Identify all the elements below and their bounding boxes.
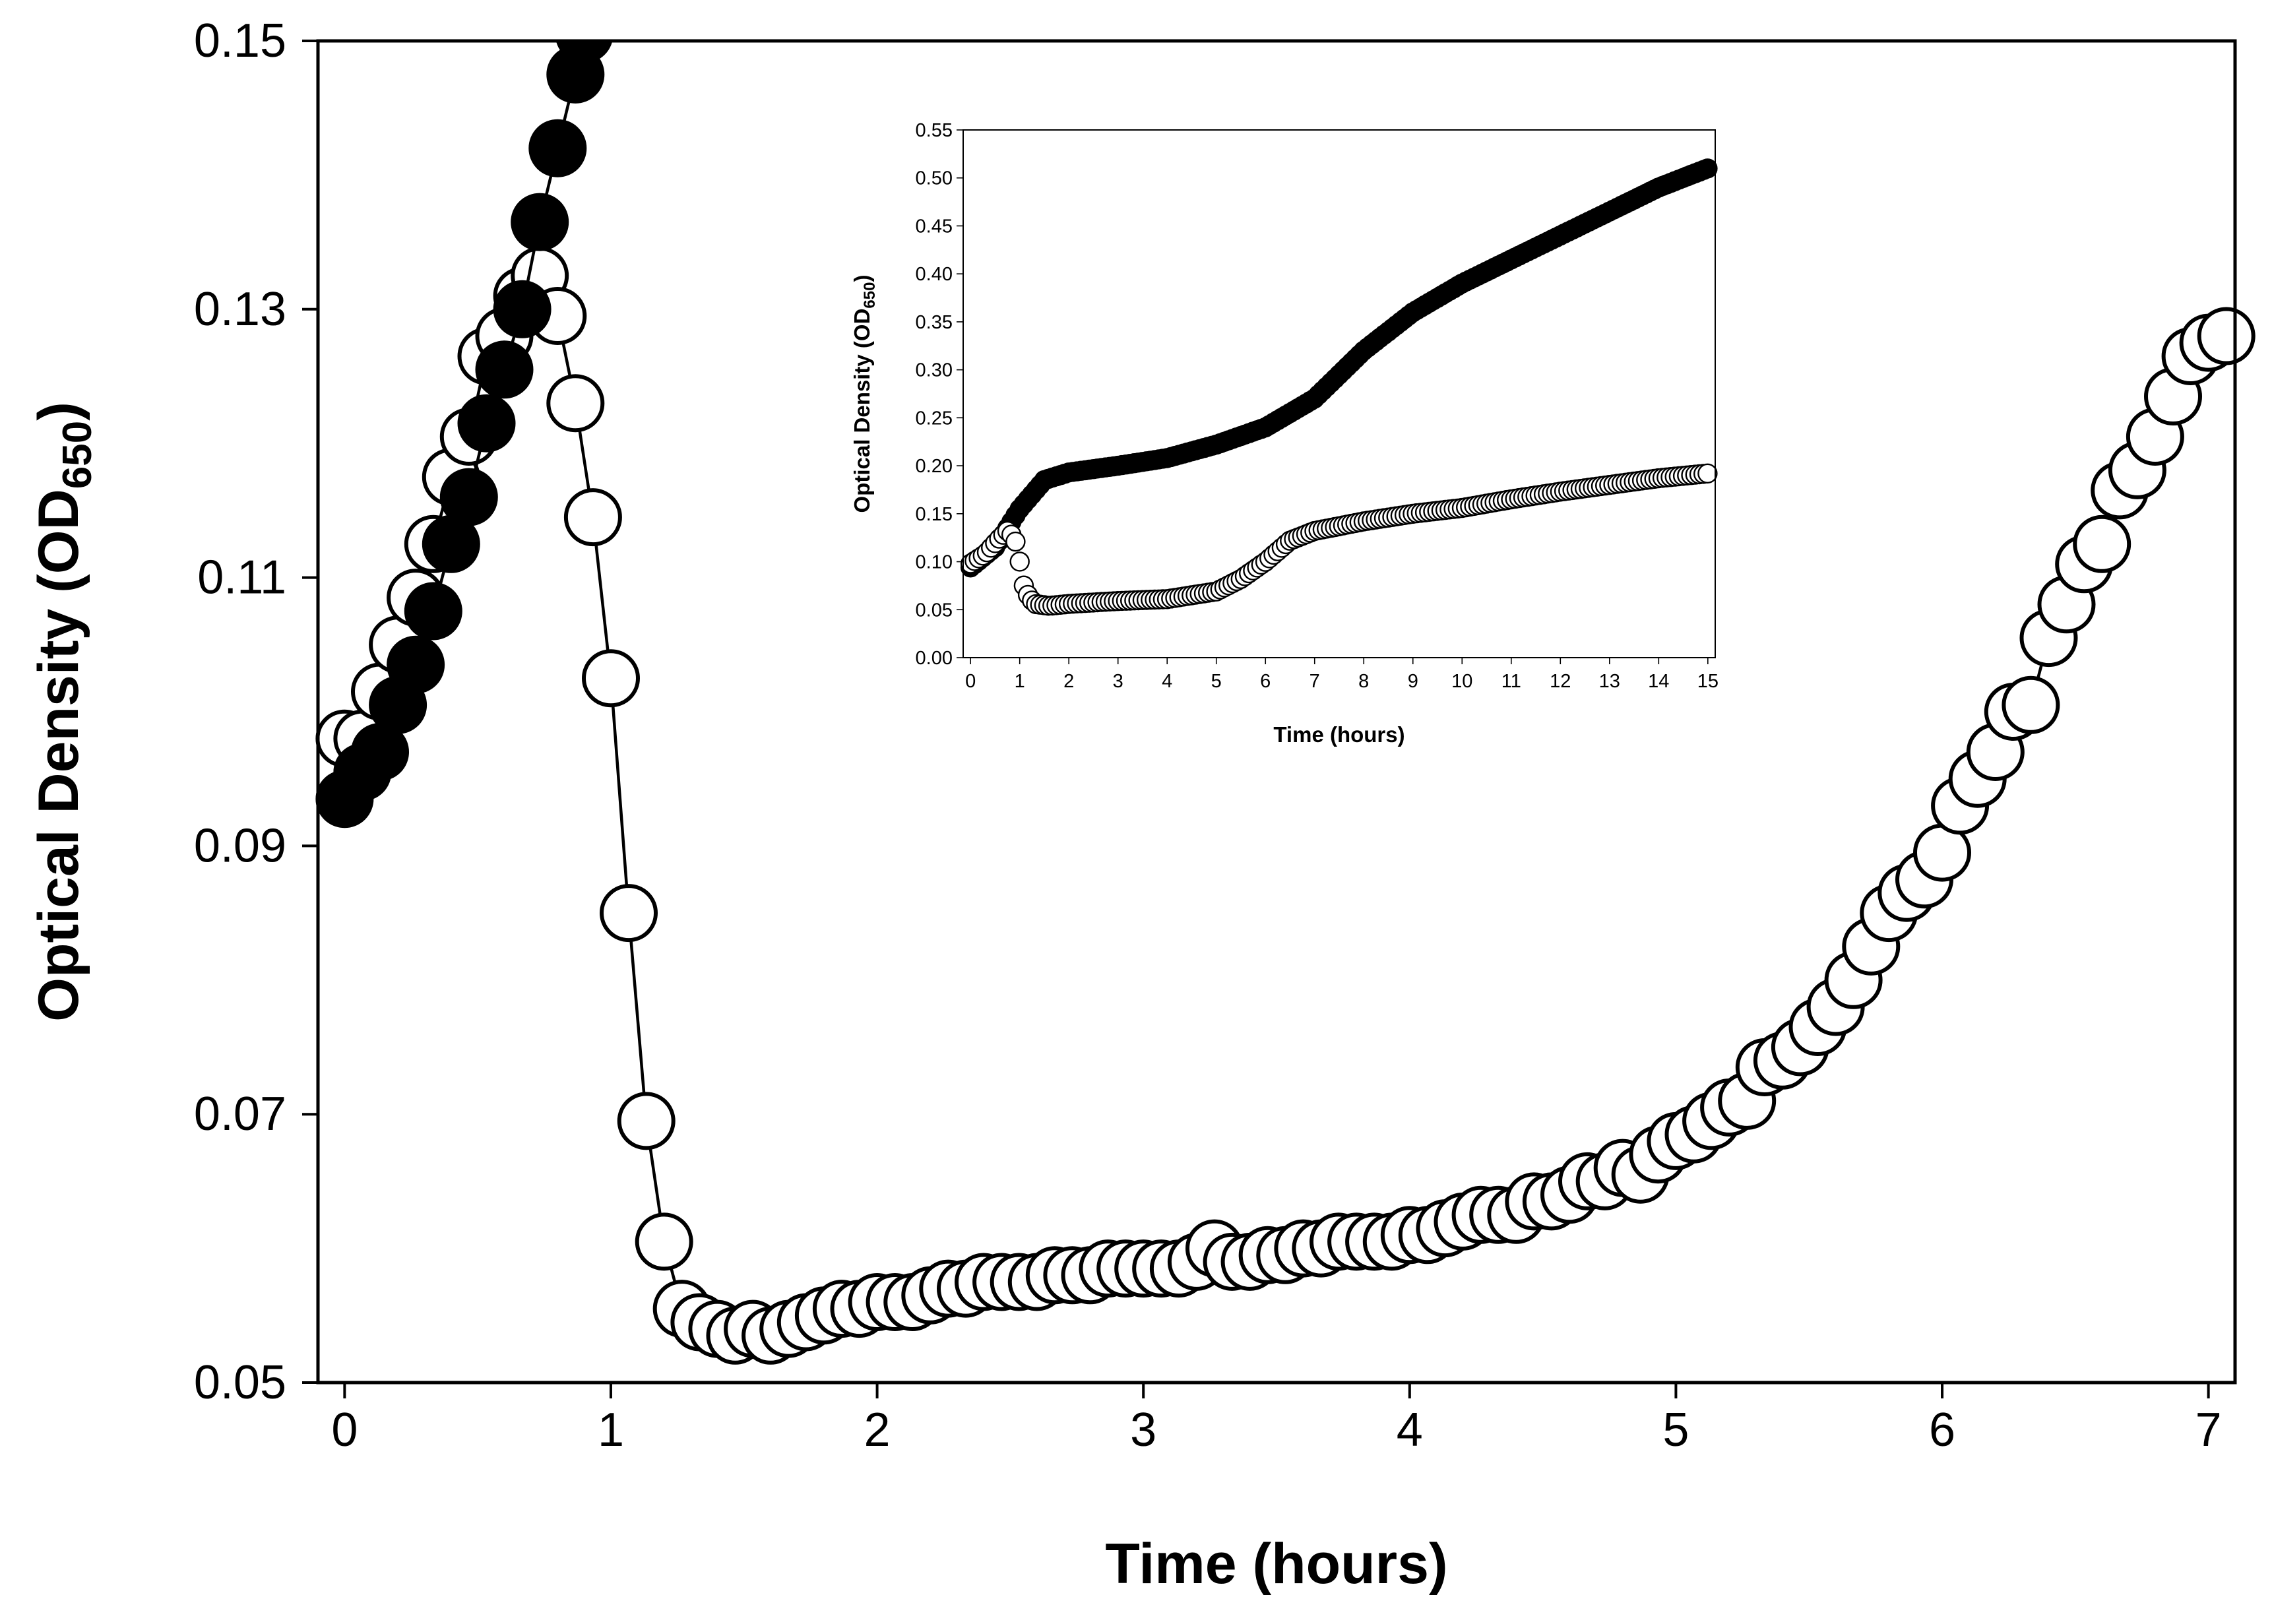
main-point-open bbox=[546, 374, 605, 433]
main-point-filled bbox=[475, 340, 534, 399]
main-point-open bbox=[582, 649, 640, 708]
main-point-filled bbox=[555, 40, 613, 63]
inset-x-tick-label: 14 bbox=[1648, 671, 1669, 692]
inset-y-tick-label: 0.55 bbox=[916, 120, 953, 141]
main-point-open bbox=[2002, 675, 2060, 734]
main-y-tick-label: 0.13 bbox=[194, 283, 286, 336]
inset-x-tick-label: 10 bbox=[1451, 671, 1472, 692]
inset-x-tick-label: 5 bbox=[1211, 671, 1222, 692]
inset-x-tick-label: 8 bbox=[1358, 671, 1369, 692]
main-x-tick-label: 3 bbox=[1130, 1404, 1156, 1456]
inset-x-tick-label: 1 bbox=[1015, 671, 1025, 692]
main-point-open bbox=[563, 488, 622, 547]
main-y-axis-title-close: ) bbox=[27, 402, 90, 421]
inset-y-axis-title-close: ) bbox=[850, 275, 874, 282]
inset-y-tick-label: 0.10 bbox=[916, 552, 953, 573]
inset-y-tick-label: 0.40 bbox=[916, 264, 953, 285]
main-x-axis-title: Time (hours) bbox=[1105, 1532, 1447, 1596]
main-series-open bbox=[315, 246, 2256, 1365]
main-point-open bbox=[600, 884, 658, 943]
inset-y-tick-label: 0.00 bbox=[916, 648, 953, 669]
inset-x-tick-label: 11 bbox=[1501, 671, 1521, 692]
inset-y-tick-label: 0.20 bbox=[916, 456, 953, 477]
main-y-tick-label: 0.07 bbox=[194, 1088, 286, 1140]
main-x-tick-label: 5 bbox=[1662, 1404, 1689, 1456]
main-x-tick-label: 7 bbox=[2195, 1404, 2222, 1456]
main-series-filled bbox=[315, 40, 613, 828]
main-x-tick-label: 1 bbox=[598, 1404, 624, 1456]
inset-x-tick-label: 15 bbox=[1697, 671, 1719, 692]
inset-y-tick-label: 0.15 bbox=[916, 504, 953, 525]
main-x-tick-label: 2 bbox=[864, 1404, 891, 1456]
main-y-axis-title-subscript: 650 bbox=[55, 421, 100, 489]
inset-axes: 0 1 2 3 4 5 6 7 8 9 10 11 12 13 14 150.000.050.100.150.… bbox=[850, 120, 1719, 747]
inset-x-tick-label: 3 bbox=[1113, 671, 1123, 692]
main-x-tick-label: 4 bbox=[1397, 1404, 1423, 1456]
main-point-open bbox=[617, 1092, 676, 1150]
main-point-filled bbox=[511, 193, 569, 251]
main-y-tick-label: 0.05 bbox=[194, 1356, 286, 1409]
main-point-filled bbox=[404, 582, 462, 640]
main-y-tick-label: 0.11 bbox=[197, 551, 286, 604]
inset-y-tick-label: 0.45 bbox=[916, 216, 953, 237]
inset-point-open bbox=[1005, 531, 1026, 552]
main-point-filled bbox=[493, 280, 552, 338]
inset-y-tick-label: 0.25 bbox=[916, 408, 953, 429]
inset-y-tick-label: 0.05 bbox=[916, 600, 953, 621]
inset-y-tick-label: 0.50 bbox=[916, 168, 953, 189]
main-y-tick-label: 0.09 bbox=[194, 819, 286, 872]
main-y-tick-label: 0.15 bbox=[194, 15, 286, 67]
main-y-axis-title-main: Optical Density (OD bbox=[27, 489, 90, 1022]
inset-y-tick-label: 0.35 bbox=[916, 312, 953, 333]
main-point-open bbox=[635, 1212, 693, 1271]
inset-y-axis-title-main: Optical Density (OD bbox=[850, 309, 874, 513]
inset-y-axis-title: Optical Density (OD650) bbox=[850, 275, 879, 513]
main-plot-frame bbox=[316, 39, 2237, 1385]
inset-plot-frame bbox=[962, 129, 1716, 658]
inset-x-tick-label: 13 bbox=[1599, 671, 1620, 692]
inset-x-tick-label: 4 bbox=[1162, 671, 1172, 692]
inset-x-tick-label: 2 bbox=[1063, 671, 1074, 692]
inset-x-axis-title: Time (hours) bbox=[1273, 722, 1404, 747]
inset-x-tick-label: 6 bbox=[1260, 671, 1271, 692]
inset-x-tick-label: 9 bbox=[1408, 671, 1418, 692]
inset-x-tick-label: 7 bbox=[1310, 671, 1320, 692]
main-point-filled bbox=[439, 468, 498, 526]
main-point-filled bbox=[457, 394, 516, 453]
main-point-filled bbox=[528, 119, 587, 177]
main-x-tick-label: 0 bbox=[331, 1404, 358, 1456]
inset-y-axis-title-subscript: 650 bbox=[861, 282, 879, 309]
inset-series-open bbox=[960, 463, 1718, 616]
main-x-tick-label: 6 bbox=[1929, 1404, 1955, 1456]
inset-x-tick-label: 12 bbox=[1550, 671, 1571, 692]
inset-chart: 0 1 2 3 4 5 6 7 8 9 10 11 12 13 14 150.000.050.100.150.… bbox=[850, 120, 1719, 747]
inset-point-open bbox=[1009, 551, 1030, 572]
inset-point-open bbox=[1697, 463, 1718, 484]
main-point-filled bbox=[387, 635, 445, 694]
inset-x-tick-label: 0 bbox=[965, 671, 976, 692]
main-point-open bbox=[2197, 307, 2256, 365]
inset-y-tick-label: 0.30 bbox=[916, 360, 953, 381]
main-point-open bbox=[2073, 515, 2131, 573]
inset-point-filled bbox=[1697, 158, 1718, 179]
main-y-axis-title: Optical Density (OD650) bbox=[27, 402, 100, 1022]
